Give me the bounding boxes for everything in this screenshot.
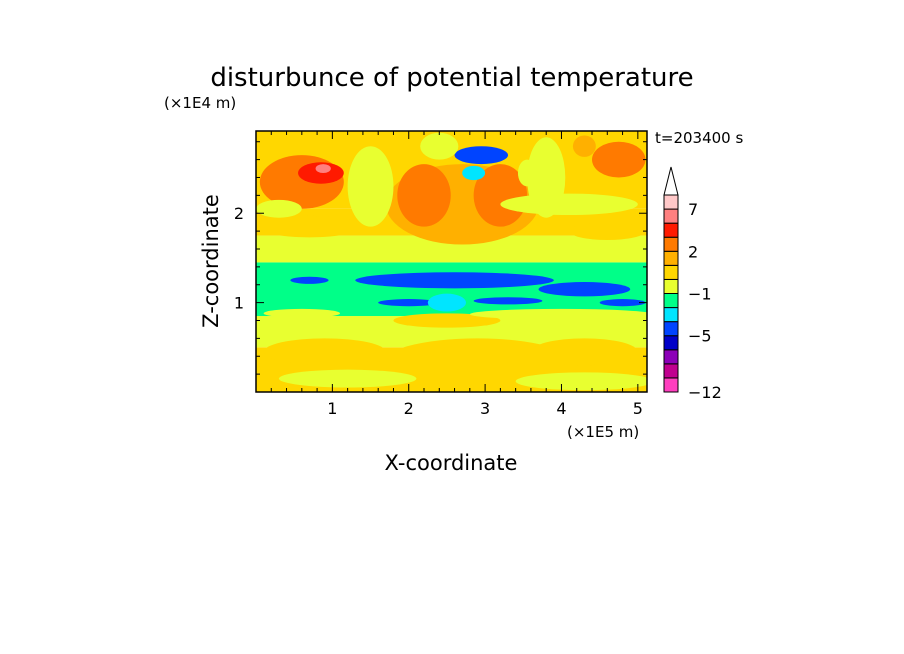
colorbar-segment <box>663 349 679 365</box>
contour-region <box>347 146 394 227</box>
y-axis-label: Z-coordinate <box>199 194 223 328</box>
contour-region <box>473 297 543 305</box>
x-axis: 1 2 3 4 5 <box>270 131 643 418</box>
time-label: t=203400 s <box>655 129 743 147</box>
colorbar-segment <box>663 363 679 379</box>
x-scale-label: (×1E5 m) <box>567 423 639 441</box>
contour-region <box>569 222 646 241</box>
contour-region <box>263 308 341 318</box>
colorbar-segment <box>663 208 679 224</box>
x-tick-label: 1 <box>327 399 337 418</box>
contour-region <box>397 164 451 227</box>
contour-region <box>500 193 638 216</box>
y-tick-label: 1 <box>234 294 244 313</box>
x-axis-label: X-coordinate <box>385 451 518 475</box>
contour-region <box>530 338 638 366</box>
contour-region <box>454 146 509 165</box>
contour-region <box>592 141 646 178</box>
colorbar-segment <box>663 335 679 351</box>
colorbar-extend-arrow <box>663 166 679 196</box>
contour-region <box>278 369 417 388</box>
contour-region <box>517 159 537 187</box>
contour-region <box>378 299 440 307</box>
contour-region <box>515 372 647 391</box>
colorbar-segment <box>663 307 679 323</box>
contour-region <box>298 162 344 184</box>
contour-region <box>256 215 363 238</box>
contour-region <box>599 299 646 307</box>
colorbar-segment <box>663 321 679 337</box>
colorbar-segment <box>663 377 679 393</box>
contour-region <box>315 164 331 174</box>
contour-region <box>473 164 528 227</box>
colorbar-segment <box>663 250 679 266</box>
x-tick-label: 3 <box>480 399 490 418</box>
contour-region <box>393 313 501 328</box>
contour-region <box>572 135 596 157</box>
contour-region <box>290 276 329 284</box>
contour-region <box>427 293 467 312</box>
y-scale-label: (×1E4 m) <box>164 94 236 112</box>
contour-region <box>462 165 486 181</box>
colorbar-tick-label: 7 <box>688 200 698 219</box>
contour-region <box>469 308 647 320</box>
contour-region <box>263 338 386 366</box>
x-tick-label: 5 <box>633 399 643 418</box>
colorbar-segment <box>663 278 679 294</box>
colorbar-segment <box>663 222 679 238</box>
colorbar-segment <box>663 293 679 309</box>
contour-region <box>538 282 631 297</box>
y-tick-label: 2 <box>234 204 244 223</box>
contour-region <box>420 132 459 160</box>
colorbar: −12−5−127 <box>663 166 722 402</box>
colorbar-segment <box>663 236 679 252</box>
y-axis: 12 <box>234 141 647 375</box>
x-tick-label: 4 <box>556 399 566 418</box>
colorbar-tick-label: 2 <box>688 242 698 261</box>
colorbar-tick-label: −1 <box>688 285 712 304</box>
colorbar-segment <box>663 264 679 280</box>
x-tick-label: 2 <box>404 399 414 418</box>
colorbar-segment <box>663 194 679 210</box>
colorbar-tick-label: −5 <box>688 327 712 346</box>
colorbar-tick-label: −12 <box>688 383 722 402</box>
plot-frame <box>255 130 648 393</box>
contour-region <box>256 199 302 218</box>
chart-title: disturbunce of potential temperature <box>210 63 693 93</box>
contour-region <box>355 272 554 289</box>
